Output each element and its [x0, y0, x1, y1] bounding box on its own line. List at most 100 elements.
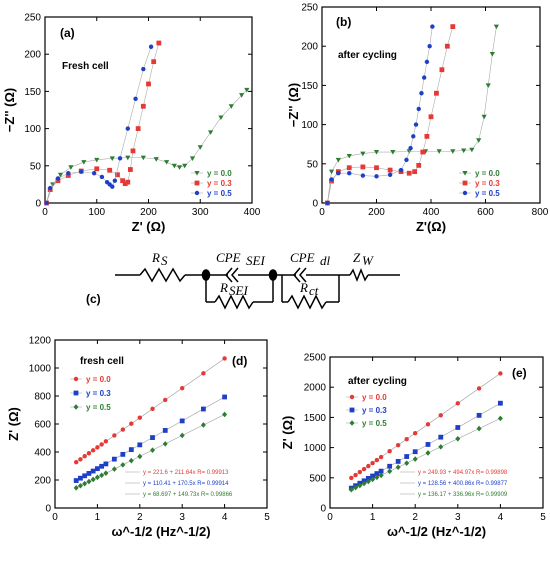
y-axis-label: −Z'' (Ω) [286, 83, 301, 127]
data-point [365, 476, 371, 481]
data-point [444, 43, 450, 49]
legend-marker [349, 407, 355, 413]
data-point [176, 165, 183, 170]
x-axis-label: ω^-1/2 (Hz^-1/2) [387, 524, 486, 539]
data-point [481, 114, 487, 120]
data-point [125, 155, 131, 161]
y-tick-label: 500 [309, 473, 326, 484]
data-point [347, 171, 352, 176]
data-point [208, 130, 214, 135]
circuit-label-rs-sub: S [161, 253, 168, 268]
panel-label-b: (b) [336, 15, 351, 29]
x-tick-label: 300 [192, 207, 209, 218]
data-point [99, 174, 105, 180]
legend-entry: y = 0.5 [475, 189, 500, 198]
y-tick-label: 0 [45, 504, 51, 515]
circuit-label-rsei-main: R [219, 280, 228, 295]
x-tick-label: 4 [498, 512, 504, 523]
data-point [162, 441, 168, 447]
panel-inner-title: Fresh cell [62, 61, 109, 72]
data-point [239, 93, 245, 98]
y-tick-label: 600 [34, 420, 51, 431]
data-point [439, 67, 445, 73]
data-point [438, 413, 443, 418]
data-point [78, 457, 83, 462]
x-tick-label: 100 [88, 207, 105, 218]
legend-marker [73, 404, 79, 410]
x-tick-label: 4 [222, 512, 228, 523]
data-point [130, 148, 136, 154]
data-point [428, 114, 434, 120]
data-point [201, 406, 206, 412]
data-point [109, 156, 115, 161]
data-point [498, 400, 503, 406]
data-point [395, 459, 401, 464]
data-point [406, 170, 412, 176]
data-point [120, 178, 126, 184]
circuit-label-rct-sub: ct [309, 283, 319, 298]
y-tick-label: 250 [301, 3, 318, 14]
x-tick-label: 0 [319, 207, 325, 218]
data-point [55, 176, 61, 181]
data-point [127, 167, 133, 172]
data-point [425, 422, 431, 427]
y-axis-label: Z' (Ω) [280, 416, 295, 450]
data-point [150, 435, 155, 440]
equivalent-circuit-diagram [115, 267, 400, 310]
data-point [450, 24, 456, 29]
data-point [325, 200, 330, 206]
x-tick-label: 2 [137, 512, 143, 523]
data-point [412, 456, 418, 462]
data-point [141, 66, 146, 72]
data-point [374, 174, 379, 179]
data-point [365, 478, 371, 485]
chart-panel-b: 0 200 400 600 800 0 50 100 150 200 250 Z'(Ω) −Z'' (Ω… [286, 3, 549, 235]
data-point [489, 52, 495, 57]
data-point [103, 461, 109, 467]
y-tick-label: 150 [24, 87, 41, 98]
legend-entry: y = 0.3 [207, 179, 232, 188]
data-point [413, 431, 418, 436]
fit-equation: y = 249.93 + 494.97x R= 0.99898 [418, 470, 508, 476]
circuit-label-zw-main: Z [353, 250, 361, 265]
data-point [125, 126, 130, 131]
chart-panel-e: 0 1 2 3 4 5 0 500 1000 1500 2000 2500 ω^-1/2 (Hz^-1/… [280, 353, 546, 540]
data-point [244, 87, 250, 93]
panel-label-a: (a) [60, 26, 75, 40]
data-point [107, 167, 113, 173]
data-point [398, 167, 404, 173]
data-point [82, 454, 87, 459]
y-tick-label: 100 [301, 120, 318, 131]
legend-marker [349, 420, 355, 426]
data-point [374, 457, 380, 463]
data-point [179, 432, 185, 439]
x-tick-label: 0 [42, 207, 48, 218]
series-line [327, 26, 497, 204]
y-tick-label: 400 [34, 448, 51, 459]
data-point [336, 171, 341, 176]
x-axis-label: Z'(Ω) [416, 219, 446, 234]
data-point [420, 149, 426, 155]
chart-panel-d: 0 1 2 3 4 5 0 200 400 600 800 1000 1200 ω^-1/2 (Hz^-1… [6, 336, 270, 540]
series-y-0-5 [348, 415, 503, 493]
data-point [200, 422, 206, 428]
y-tick-label: 50 [307, 159, 319, 170]
y-axis-label: Z' (Ω) [6, 407, 21, 441]
data-point [374, 474, 380, 481]
data-point [370, 473, 375, 479]
data-point [162, 428, 168, 433]
data-point [111, 466, 117, 472]
data-point [413, 122, 419, 127]
data-point [55, 178, 61, 184]
data-point [493, 24, 499, 30]
data-point [450, 149, 456, 154]
data-point [485, 83, 491, 88]
data-point [366, 463, 371, 469]
data-point [73, 478, 79, 483]
x-tick-label: 200 [368, 207, 385, 218]
data-point [112, 433, 117, 438]
circuit-label-cpe-sei-sub: SEI [246, 253, 265, 268]
data-point [387, 463, 393, 469]
x-tick-label: 400 [244, 207, 261, 218]
